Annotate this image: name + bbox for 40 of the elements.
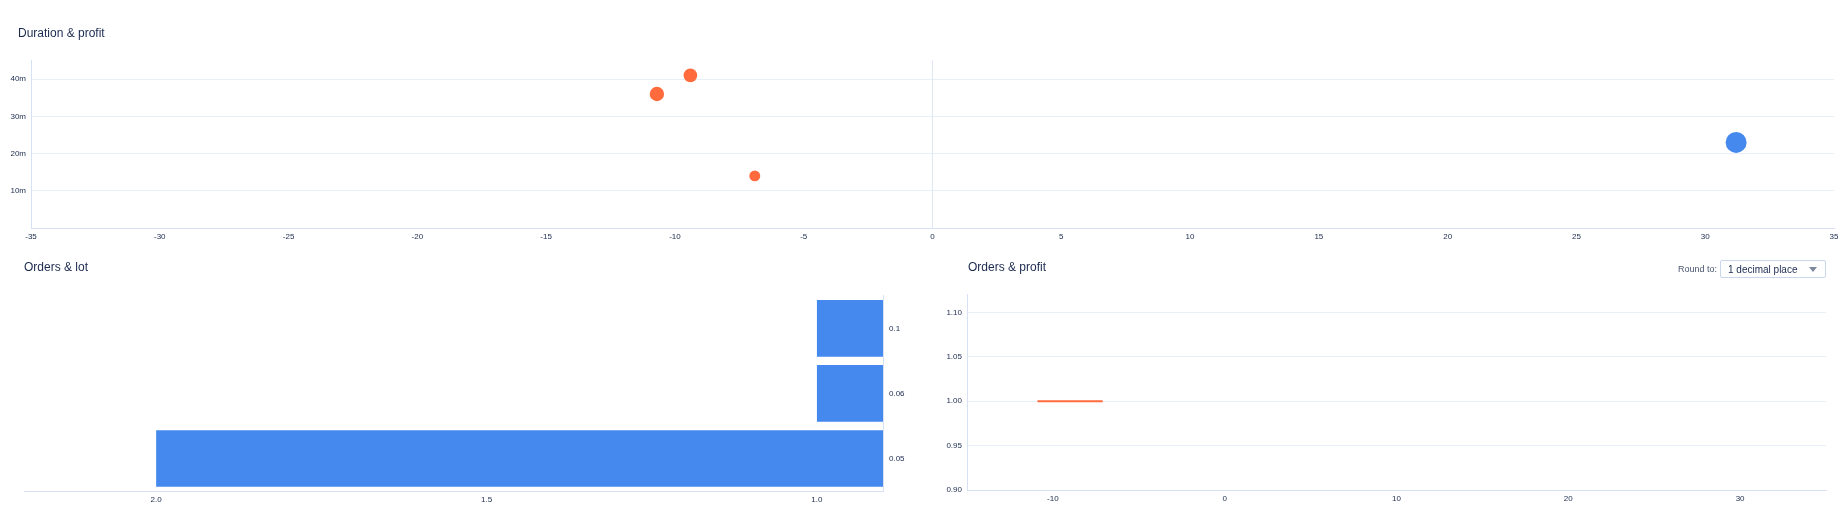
y-tick-label: 40m	[10, 74, 27, 84]
y-tick-label: 0.90	[946, 485, 963, 495]
x-tick-label: 30	[1735, 494, 1746, 503]
y-tick-label: 0.06	[889, 388, 906, 398]
x-tick-label: 25	[1571, 232, 1582, 241]
x-tick-label: -10	[1047, 494, 1060, 503]
x-tick-label: -35	[25, 232, 38, 241]
x-tick-label: -20	[411, 232, 424, 241]
y-tick-label: 1.10	[946, 307, 963, 317]
x-tick-label: 0	[930, 232, 936, 241]
x-tick-label: -15	[540, 232, 553, 241]
y-tick-label: 10m	[10, 185, 27, 195]
y-tick-label: 1.05	[946, 352, 963, 362]
x-tick-label: 1.5	[480, 495, 493, 504]
chart-title: Duration & profit	[18, 26, 105, 40]
y-tick-label: 20m	[10, 148, 27, 158]
chart-title: Orders & lot	[24, 260, 89, 274]
x-tick-label: 15	[1314, 232, 1324, 241]
dropdown: 1 decimal place	[1720, 260, 1826, 278]
x-tick-label: 1.0	[811, 495, 824, 504]
x-tick-label: -10	[669, 232, 682, 241]
x-tick-label: 10	[1392, 494, 1402, 503]
x-tick-label: 20	[1563, 494, 1574, 503]
y-tick-label: 30m	[10, 111, 27, 121]
y-tick-label: 1.00	[946, 396, 963, 406]
y-tick-label: 0.1	[889, 323, 901, 333]
x-tick-label: 30	[1700, 232, 1711, 241]
y-tick-label: 0.05	[889, 453, 906, 463]
chart-title: Orders & profit	[968, 260, 1047, 274]
x-tick-label: -30	[154, 232, 167, 241]
x-tick-label: -25	[282, 232, 295, 241]
x-tick-label: 0	[1222, 494, 1228, 503]
y-tick-label: 0.95	[946, 440, 963, 450]
x-tick-label: 20	[1443, 232, 1453, 241]
text: Round to:	[1678, 264, 1718, 275]
x-tick-label: 2.0	[150, 495, 163, 504]
x-tick-label: -5	[800, 232, 808, 241]
x-tick-label: 10	[1185, 232, 1196, 241]
x-tick-label: 5	[1059, 232, 1065, 241]
x-tick-label: 35	[1829, 232, 1839, 241]
